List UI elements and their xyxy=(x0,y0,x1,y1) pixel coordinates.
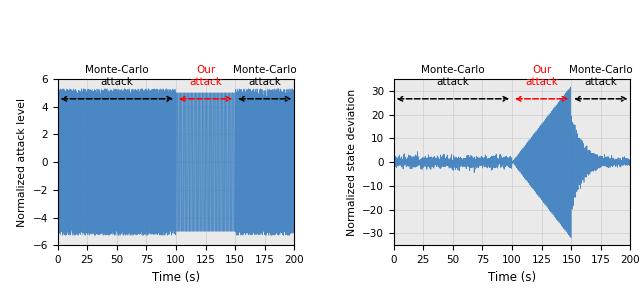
Text: Monte-Carlo
attack: Monte-Carlo attack xyxy=(85,65,148,87)
Text: Monte-Carlo
attack: Monte-Carlo attack xyxy=(233,65,296,87)
X-axis label: Time (s): Time (s) xyxy=(152,271,200,284)
Y-axis label: Normalized attack level: Normalized attack level xyxy=(17,98,27,227)
X-axis label: Time (s): Time (s) xyxy=(488,271,536,284)
Text: Our
attack: Our attack xyxy=(525,65,558,87)
Text: Monte-Carlo
attack: Monte-Carlo attack xyxy=(569,65,632,87)
Text: Our
attack: Our attack xyxy=(189,65,222,87)
Text: Monte-Carlo
attack: Monte-Carlo attack xyxy=(421,65,484,87)
Y-axis label: Normalized state deviation: Normalized state deviation xyxy=(346,88,356,236)
